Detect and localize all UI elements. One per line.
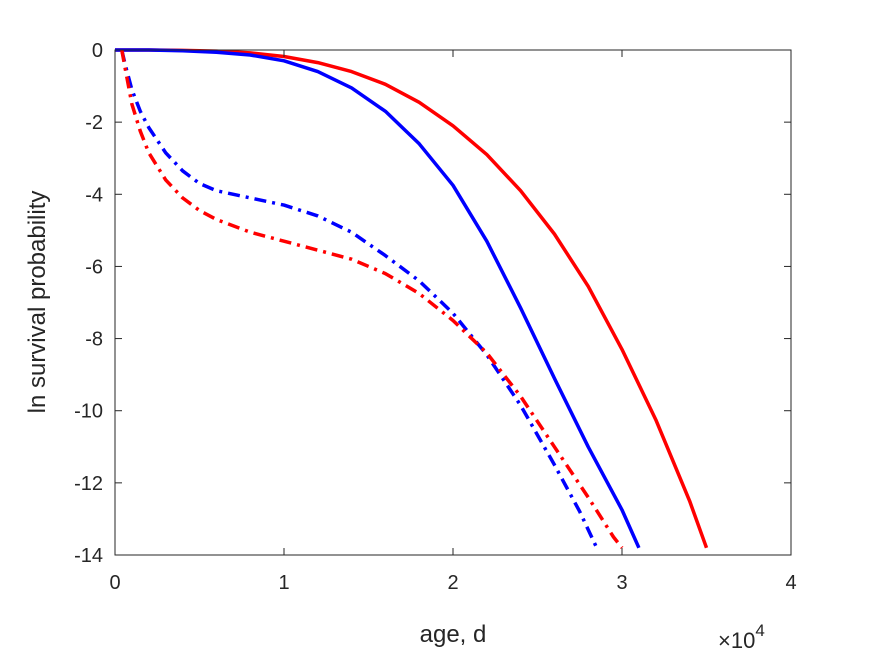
x-axis-exponent-power: 4 — [755, 621, 764, 640]
x-tick-label: 1 — [278, 572, 289, 594]
y-axis-label: ln survival probability — [24, 191, 51, 414]
y-tick-label: -10 — [74, 401, 103, 423]
x-tick-label: 4 — [785, 572, 796, 594]
x-axis-label: age, d — [420, 621, 487, 648]
y-tick-label: -2 — [85, 112, 103, 134]
y-tick-label: -6 — [85, 256, 103, 278]
x-axis-exponent: ×104 — [718, 621, 765, 653]
series-line-3 — [120, 49, 599, 549]
tick-layer: 0 1 2 3 4 0 -2 -4 -6 -8 -10 -12 -14 — [74, 40, 796, 594]
series-layer — [115, 48, 709, 549]
series-line-2 — [115, 48, 641, 549]
y-tick-label: -8 — [85, 329, 103, 351]
y-tick-label: -4 — [85, 184, 103, 206]
x-tick-label: 3 — [616, 572, 627, 594]
series-line-4 — [120, 49, 624, 549]
x-tick-label: 2 — [447, 572, 458, 594]
y-tick-label: 0 — [92, 40, 103, 62]
y-tick-label: -12 — [74, 473, 103, 495]
x-axis-exponent-base: ×10 — [718, 628, 755, 653]
y-tick-label: -14 — [74, 545, 103, 567]
x-tick-label: 0 — [109, 572, 120, 594]
